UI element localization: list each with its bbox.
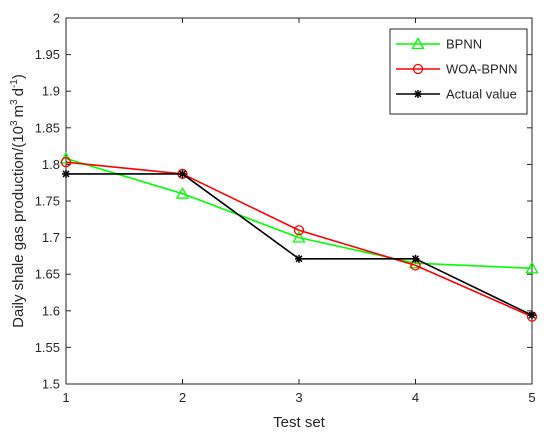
data-point [292, 230, 306, 243]
legend: BPNN WOA-BPNN Actual value [389, 28, 528, 115]
data-point [62, 169, 70, 178]
marker-stroke [62, 170, 70, 178]
y-tick-label: 1.75 [35, 194, 60, 209]
y-tick-label: 1.6 [42, 303, 60, 318]
x-tick-label: 5 [528, 390, 535, 405]
data-point [525, 261, 539, 274]
y-tick-label: 2 [53, 11, 60, 26]
y-tick-label: 1.7 [42, 230, 60, 245]
legend-marker [411, 37, 425, 50]
marker-stroke [295, 255, 303, 263]
series-layer [59, 151, 539, 322]
data-point [411, 254, 420, 263]
y-tick-label: 1.9 [42, 84, 60, 99]
y-tick-label: 1.55 [35, 340, 60, 355]
x-tick-label: 3 [295, 390, 302, 405]
data-point [295, 254, 303, 263]
y-tick-label: 1.65 [35, 267, 60, 282]
y-tick-label: 1.95 [35, 47, 60, 62]
x-axis: 1 2 3 4 5 [62, 18, 536, 405]
legend-label: Actual value [446, 87, 517, 102]
legend-label: WOA-BPNN [446, 62, 518, 77]
legend-marker [412, 63, 424, 75]
marker-stroke [528, 311, 536, 319]
x-axis-label: Test set [273, 414, 326, 431]
data-point [178, 169, 187, 178]
legend-marker [414, 90, 422, 98]
y-tick-label: 1.85 [35, 120, 60, 135]
data-point [528, 311, 536, 320]
data-point [175, 186, 190, 199]
series-line-1 [65, 161, 533, 318]
y-axis-label: Daily shale gas production/(103m3d-1) [9, 74, 27, 328]
data-point [408, 256, 423, 269]
legend-label: BPNN [446, 37, 482, 52]
data-point [293, 225, 305, 236]
y-tick-label: 1.8 [42, 157, 60, 172]
marker-stroke [411, 255, 420, 263]
data-point [60, 157, 72, 168]
x-tick-label: 1 [62, 390, 69, 405]
legend-box [389, 28, 528, 115]
y-tick-label: 1.5 [42, 377, 60, 392]
y-axis: 1.5 1.55 1.6 1.65 1.7 1.75 1.8 1.85 1.9 1.95 2 [35, 11, 532, 392]
marker-stroke [414, 90, 422, 98]
x-tick-label: 4 [412, 390, 419, 405]
series-line-0 [65, 157, 533, 270]
marker-stroke [178, 170, 187, 178]
x-tick-label: 2 [179, 390, 186, 405]
